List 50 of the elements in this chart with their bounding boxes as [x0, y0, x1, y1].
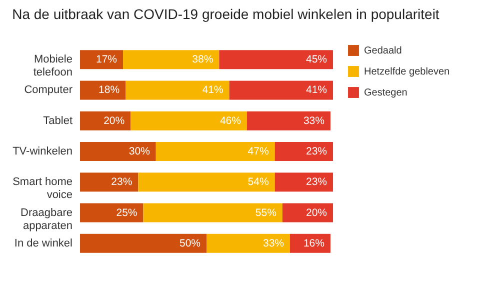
- data-label: 30%: [128, 146, 150, 158]
- bar: [219, 50, 333, 70]
- legend-label: Gestegen: [364, 88, 408, 98]
- data-label: 17%: [96, 54, 118, 66]
- data-label: 55%: [255, 206, 276, 219]
- bar: [274, 172, 333, 192]
- legend-label: Hetzelfde gebleven: [364, 66, 450, 78]
- y-tick-label: In de winkel: [14, 237, 72, 250]
- bar: [274, 142, 333, 161]
- bar: [80, 142, 156, 161]
- data-label: 38%: [192, 54, 214, 66]
- chart-title: Na de uitbraak van COVID-19 groeide mobiel winkelen in populariteit: [12, 6, 440, 22]
- bar: [126, 80, 230, 100]
- data-label: 20%: [306, 206, 327, 219]
- data-label: 25%: [116, 206, 138, 219]
- bar: [246, 111, 330, 130]
- data-label: 23%: [306, 146, 327, 158]
- bar: [80, 203, 144, 222]
- data-label: 41%: [306, 84, 327, 96]
- data-label: 20%: [104, 114, 125, 127]
- bar: [143, 203, 282, 222]
- bar: [156, 142, 275, 161]
- data-label: 54%: [248, 176, 269, 188]
- data-label: 23%: [306, 176, 327, 188]
- data-label: 50%: [179, 237, 200, 250]
- data-label: 41%: [202, 84, 224, 96]
- bar: [80, 234, 206, 253]
- legend-label: Gedaald: [364, 46, 402, 56]
- data-label: 33%: [262, 237, 284, 250]
- data-label: 47%: [248, 146, 269, 158]
- data-label: 16%: [303, 237, 324, 250]
- data-label: 45%: [306, 54, 327, 66]
- bar: [80, 172, 138, 192]
- bar: [130, 111, 247, 130]
- bar: [80, 111, 131, 130]
- bar: [229, 80, 333, 100]
- y-tick-label: Draagbare apparaten: [20, 206, 72, 232]
- y-tick-label: Computer: [24, 84, 73, 96]
- y-tick-label: Tablet: [43, 114, 72, 127]
- bar: [206, 234, 290, 253]
- y-tick-label: Mobiele telefoon: [33, 54, 72, 79]
- bar: [123, 50, 220, 70]
- data-label: 46%: [220, 114, 241, 127]
- bar: [138, 172, 275, 192]
- bar: [80, 50, 124, 70]
- data-label: 18%: [98, 84, 120, 96]
- data-label: 23%: [111, 176, 132, 188]
- y-tick-label: Smart home voice: [12, 176, 72, 202]
- y-tick-label: TV-winkelen: [12, 146, 72, 158]
- data-label: 33%: [303, 114, 324, 127]
